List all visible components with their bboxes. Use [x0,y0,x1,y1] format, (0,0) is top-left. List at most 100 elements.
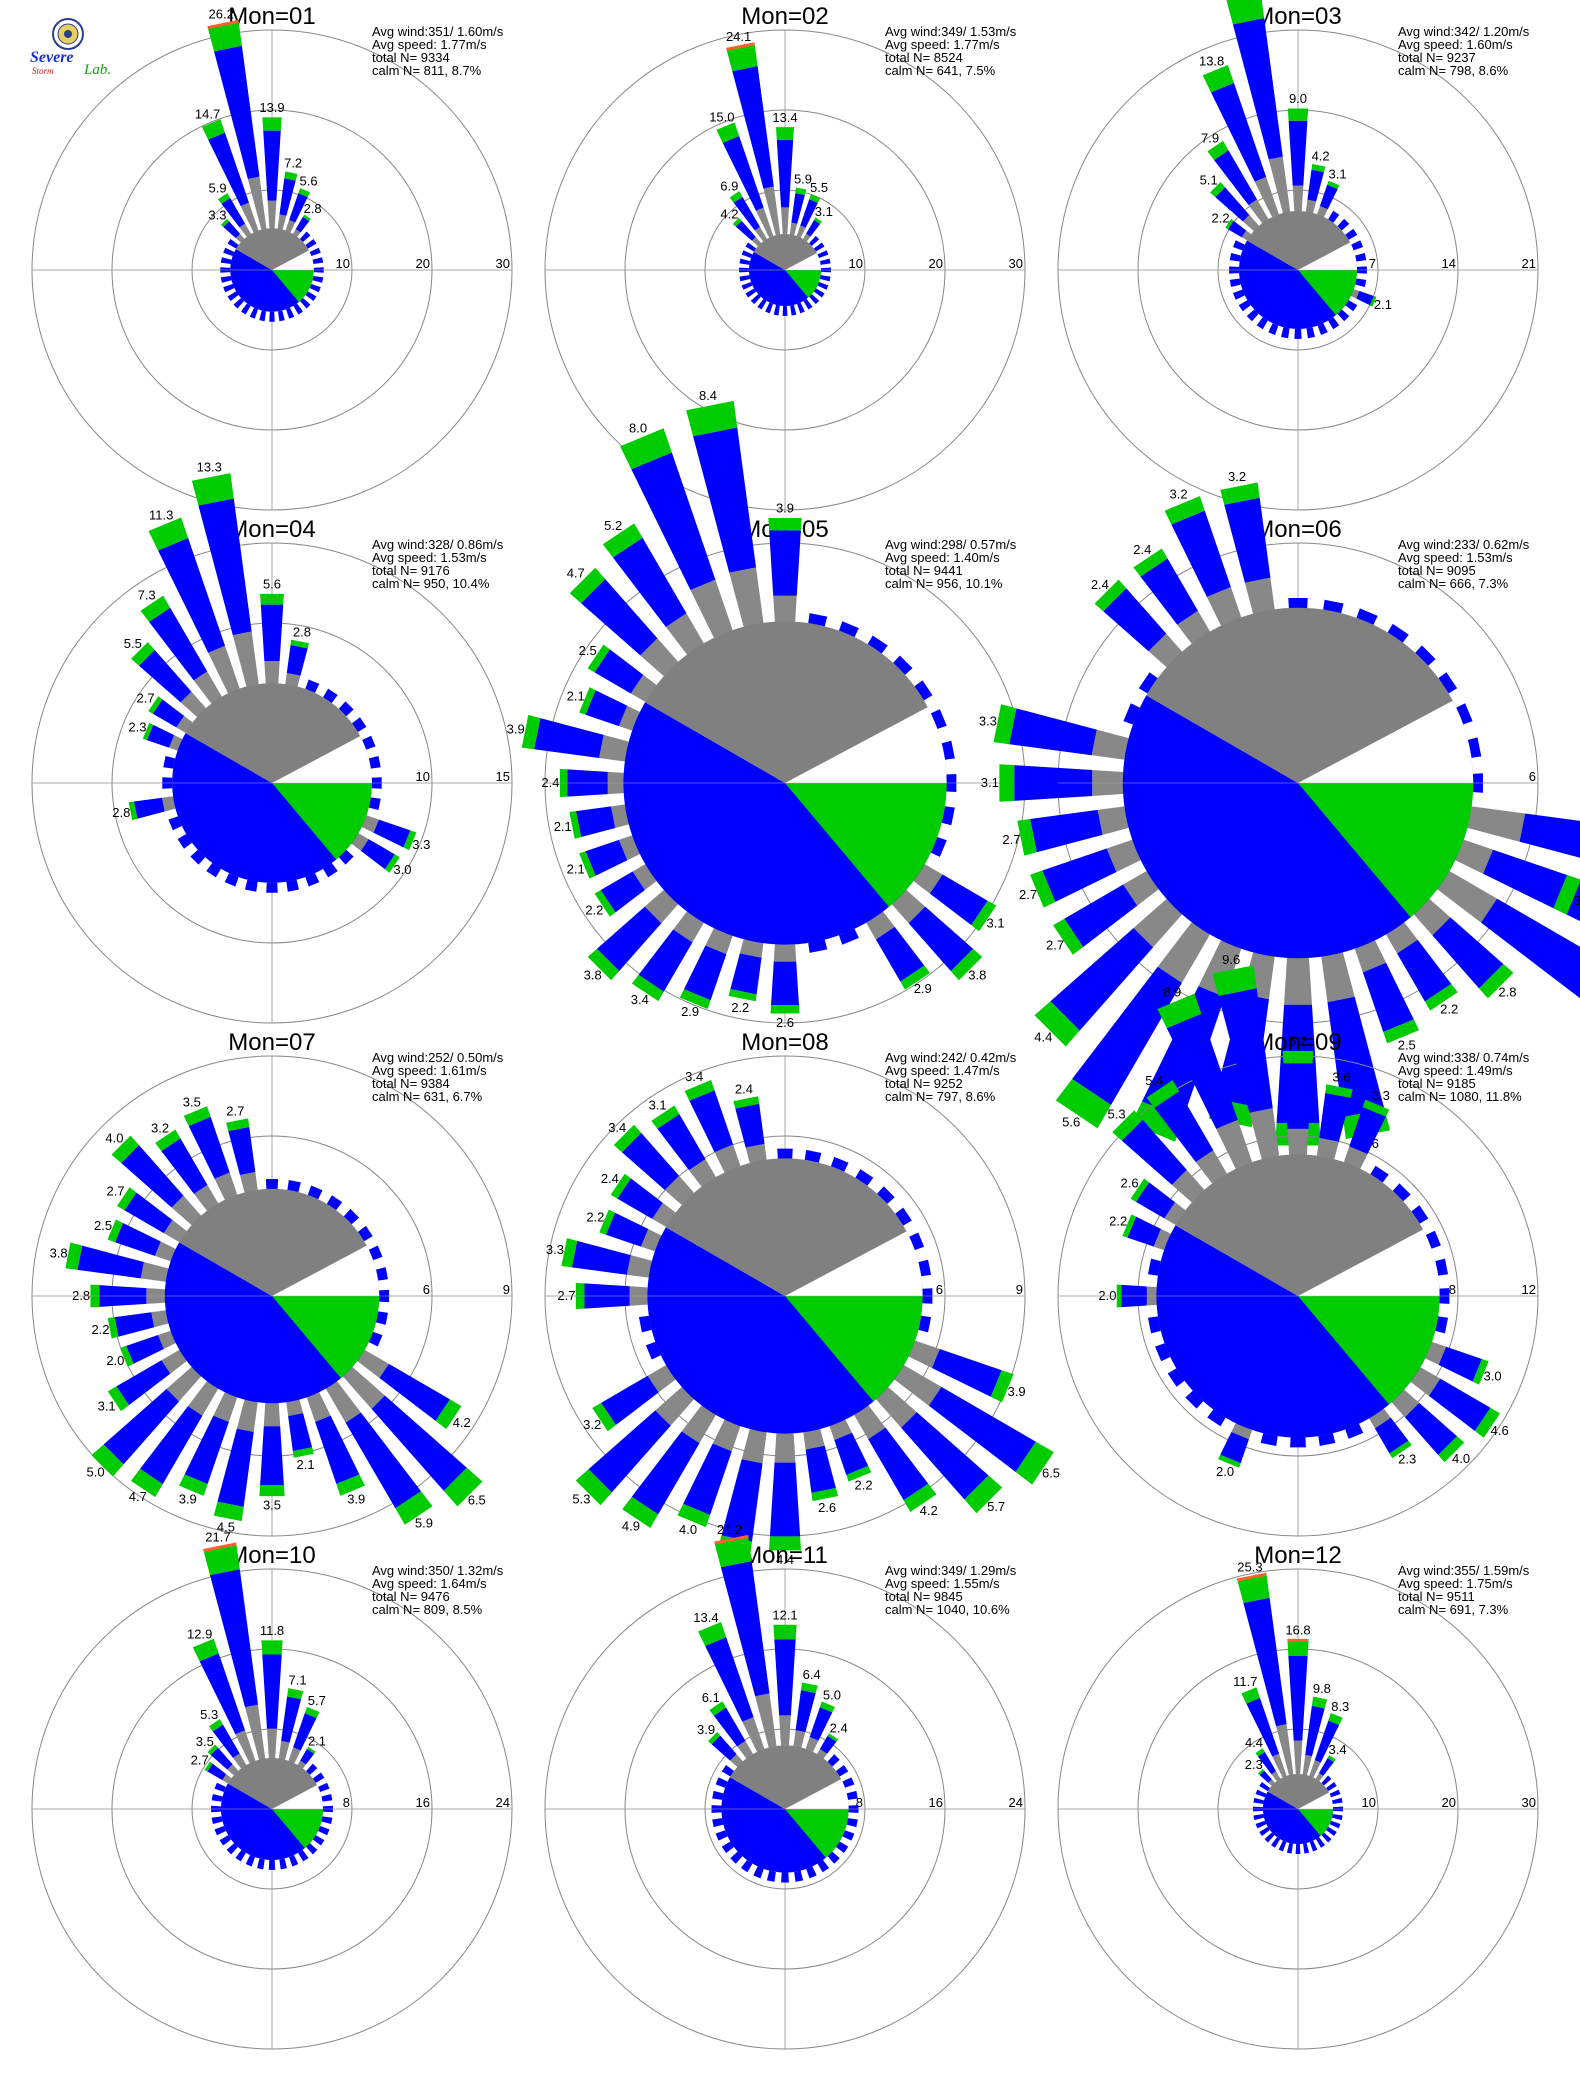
petal-label: 2.8 [1498,984,1516,999]
petal-gray [1413,898,1451,936]
petal-label: 4.4 [776,1552,794,1567]
petal-blue [1327,996,1385,1118]
petal-label: 7.1 [289,1673,307,1688]
petal-label: 5.6 [1062,1114,1080,1129]
petal-label: 5.5 [810,180,828,195]
petal-gray [1316,1137,1339,1160]
petal-blue [806,219,821,237]
petal-gray [803,233,811,242]
petal-stub [1246,309,1259,322]
petal-gray [1287,1128,1309,1155]
petal-stub [750,294,761,305]
petal-blue [1014,765,1093,801]
petal-gray [705,928,733,955]
petal-gray [140,1262,169,1282]
rose-info: calm N= 1040, 10.6% [885,1602,1010,1617]
petal-gray [168,735,183,751]
petal-blue [713,1707,746,1747]
petal-stub [241,303,251,315]
petal-green [602,523,643,558]
petal-stub [930,709,947,730]
petal-blue [683,945,727,1001]
petal-label: 5.6 [263,577,281,592]
petal-blue [1288,1655,1308,1741]
petal-stub [1331,1797,1343,1804]
petal-stub [214,1826,226,1836]
petal-label: 3.3 [1372,1088,1390,1103]
petal-blue [221,197,246,228]
petal-label: 3.1 [649,1097,667,1112]
petal-label: 2.2 [1212,210,1230,225]
petal-green [594,890,616,917]
rose-info: Avg speed: 1.47m/s [885,1063,1000,1078]
petal-label: 13.4 [772,110,797,125]
petal-tip [1226,0,1230,1]
petal-green [679,989,711,1010]
petal-label: 2.8 [72,1288,90,1303]
petal-stub [375,1311,388,1325]
petal-blue [722,136,764,211]
petal-label: 5.3 [572,1492,590,1507]
petal-gray [1268,1779,1275,1786]
petal-label: 3.5 [183,1094,201,1109]
petal-green [1553,875,1580,915]
rose-info: total N= 9845 [885,1589,963,1604]
petal-green [213,1501,244,1522]
petal-stub [211,1793,223,1802]
petal-label: 5.2 [1289,1033,1307,1048]
petal-label: 2.7 [1019,887,1037,902]
petal-label: 4.0 [1452,1451,1470,1466]
petal-gray [796,225,806,238]
petal-blue [730,953,762,995]
petal-gray [1272,1753,1287,1778]
petal-tip [726,42,755,51]
petal-gray [351,833,369,851]
petal-label: 25.3 [1237,1559,1262,1574]
petal-gray [1242,214,1260,232]
petal-blue [1050,927,1154,1031]
petal-blue [1166,1013,1238,1129]
petal-gray [306,1392,331,1423]
petal-gray [213,1392,238,1423]
petal-gray [1216,1119,1253,1169]
petal-gray [235,1730,256,1764]
petal-stub [1123,703,1140,725]
petal-label: 8.0 [629,420,647,435]
petal-blue [720,1561,770,1697]
petal-blue [705,1637,754,1722]
petal-stub [1288,598,1308,609]
petal-stub [914,680,933,701]
petal-stub [321,1816,333,1825]
rose-info: total N= 9185 [1398,1076,1476,1091]
petal-green [292,1447,314,1458]
petal-blue [588,1410,671,1493]
petal-label: 3.1 [1574,893,1580,908]
petal-gray [247,176,267,230]
petal-green [192,1638,219,1662]
petal-green [306,1746,316,1754]
petal-gray [773,595,797,622]
petal-blue [601,1375,659,1426]
rose-info: Avg speed: 1.53m/s [1398,550,1513,565]
petal-gray [236,1399,258,1432]
petal-gray [1133,898,1183,948]
ring-label: 15 [496,769,510,784]
ring-label: 24 [496,1795,510,1810]
petal-gray [714,1144,741,1173]
petal-green [403,830,417,851]
petal-green [900,965,930,990]
petal-green [1389,1440,1412,1459]
petal-gray [357,1349,389,1379]
petal-gray [151,1310,169,1328]
petal-stub [730,1851,743,1864]
petal-blue [1064,884,1138,947]
petal-blue [373,819,411,848]
rose-info: Avg wind:350/ 1.32m/s [372,1563,504,1578]
petal-stub [1425,1230,1441,1249]
petal-label: 13.4 [693,1610,718,1625]
petal-stub [842,1777,855,1788]
petal-green [1474,1407,1500,1438]
petal-stub [846,1818,858,1828]
petal-stub [813,242,825,252]
